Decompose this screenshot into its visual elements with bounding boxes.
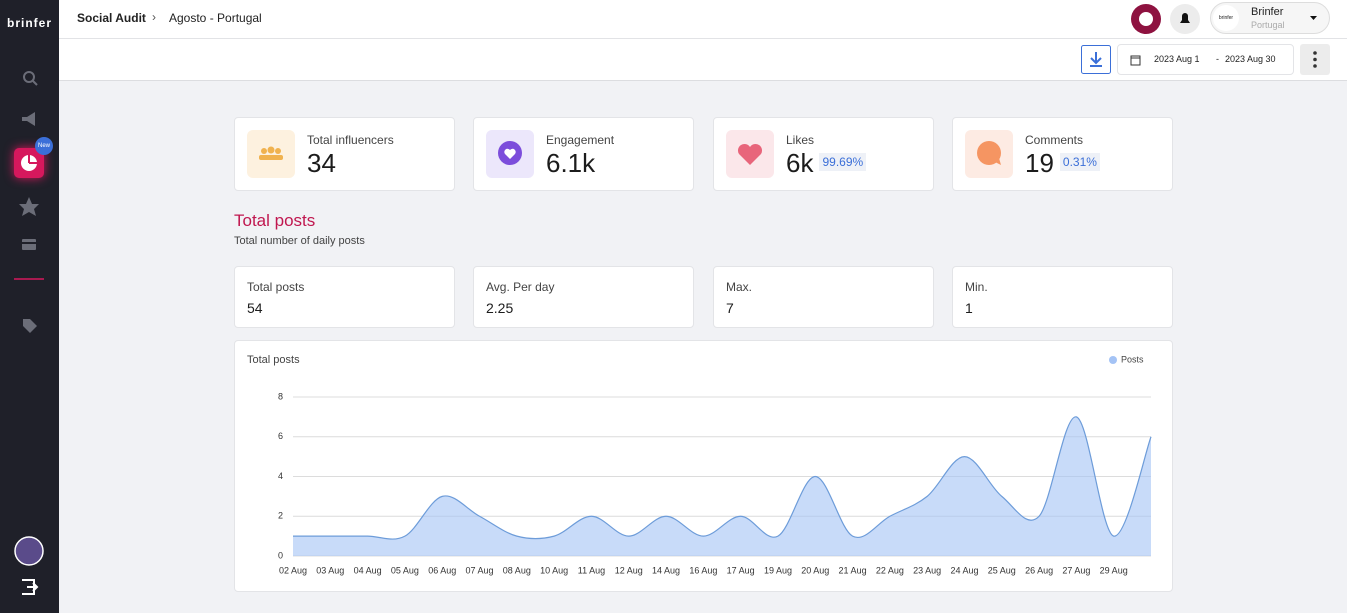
stat-value: 2.25	[486, 300, 514, 316]
user-menu[interactable]: brinfer Brinfer Portugal	[1210, 2, 1330, 34]
chart-card: Total posts 0 2 4 6 8 02 Aug 03 Aug 04 Aug 05 Au…	[234, 340, 1173, 592]
stat-card: Avg. Per day 2.25	[473, 266, 694, 328]
kpi-label: Likes	[786, 133, 815, 147]
kpi-value: 6k 99.69%	[786, 148, 867, 179]
more-button[interactable]	[1300, 44, 1330, 75]
x-tick-label: 20 Aug	[801, 565, 829, 575]
user-logo: brinfer	[1213, 5, 1239, 31]
y-tick-label: 8	[278, 391, 283, 401]
y-tick-label: 4	[278, 471, 283, 481]
chart-title: Total posts	[247, 354, 300, 366]
user-name: Brinfer	[1251, 6, 1284, 18]
toolbar: 2023 Aug 1 - 2023 Aug 30	[59, 39, 1347, 81]
stat-label: Max.	[726, 280, 753, 294]
kpi-icon	[247, 130, 295, 178]
x-tick-label: 27 Aug	[1062, 565, 1090, 575]
x-tick-label: 04 Aug	[354, 565, 382, 575]
kpi-label: Comments	[1025, 133, 1084, 147]
legend-label: Posts	[1121, 354, 1144, 364]
x-tick-label: 02 Aug	[279, 565, 307, 575]
x-tick-label: 08 Aug	[503, 565, 531, 575]
date-to: 2023 Aug 30	[1225, 54, 1276, 64]
x-tick-label: 06 Aug	[428, 565, 456, 575]
kpi-label: Total influencers	[307, 133, 394, 147]
kpi-share: 99.69%	[819, 153, 867, 171]
line	[292, 416, 1152, 540]
stat-card: Max. 7	[713, 266, 934, 328]
stat-card: Min. 1	[952, 266, 1173, 328]
x-tick-label: 07 Aug	[466, 565, 494, 575]
stat-card: Total posts 54	[234, 266, 455, 328]
date-from: 2023 Aug 1	[1154, 54, 1200, 64]
kpi-label: Engagement	[546, 133, 615, 147]
kpi-icon	[726, 130, 774, 178]
x-tick-label: 05 Aug	[391, 565, 419, 575]
section-subtitle: Total number of daily posts	[234, 235, 365, 247]
x-tick-label: 10 Aug	[540, 565, 568, 575]
breadcrumb-current: Agosto - Portugal	[169, 11, 262, 25]
caret	[1310, 16, 1317, 20]
legend-marker	[1109, 356, 1117, 364]
kpi-value-text: 19	[1025, 148, 1054, 178]
x-tick-label: 29 Aug	[1100, 565, 1128, 575]
stat-label: Min.	[965, 280, 988, 294]
x-tick-label: 12 Aug	[615, 565, 643, 575]
y-tick-label: 2	[278, 511, 283, 521]
top-icons[interactable]	[1129, 2, 1209, 36]
new-badge: New	[37, 143, 50, 149]
area	[293, 416, 1151, 556]
chart: Total posts 0 2 4 6 8 02 Aug 03 Aug 04 Aug 05 Au…	[247, 354, 1152, 575]
user-location: Portugal	[1251, 20, 1285, 30]
kpi-share: 0.31%	[1059, 153, 1100, 171]
sidebar: brinfer New	[0, 0, 59, 613]
download-button[interactable]	[1081, 45, 1111, 74]
y-tick-label: 0	[278, 550, 283, 560]
kpi-value-text: 6k	[786, 148, 814, 178]
x-tick-label: 23 Aug	[913, 565, 941, 575]
nav-icons	[14, 71, 53, 595]
kpi-card: Likes 6k 99.69%	[713, 117, 934, 191]
x-tick-label: 03 Aug	[316, 565, 344, 575]
kpi-value: 6.1k	[546, 148, 596, 178]
stat-value: 54	[247, 300, 263, 316]
x-tick-label: 26 Aug	[1025, 565, 1053, 575]
breadcrumb-root[interactable]: Social Audit	[77, 11, 146, 25]
stat-label: Total posts	[247, 280, 305, 294]
kpi-icon	[965, 130, 1013, 178]
stat-value: 1	[965, 300, 973, 316]
x-tick-label: 22 Aug	[876, 565, 904, 575]
kpi-card: Comments 19 0.31%	[952, 117, 1173, 191]
x-tick-label: 19 Aug	[764, 565, 792, 575]
kpi-card: Total influencers 34	[234, 117, 455, 191]
x-tick-label: 25 Aug	[988, 565, 1016, 575]
stat-value: 7	[726, 300, 734, 316]
kpi-value: 34	[307, 148, 336, 178]
x-tick-label: 16 Aug	[689, 565, 717, 575]
x-tick-label: 24 Aug	[950, 565, 978, 575]
logo[interactable]: brinfer	[7, 16, 53, 30]
y-tick-label: 6	[278, 431, 283, 441]
kpi-value: 19 0.31%	[1025, 148, 1100, 179]
x-tick-label: 21 Aug	[839, 565, 867, 575]
kpi-icon	[486, 130, 534, 178]
calendar-icon	[1130, 55, 1141, 66]
top-bar: Social Audit › Agosto - Portugal brinfer…	[59, 0, 1347, 39]
date-separator: -	[1216, 54, 1219, 64]
date-range[interactable]: 2023 Aug 1 - 2023 Aug 30	[1117, 44, 1294, 75]
x-tick-label: 17 Aug	[727, 565, 755, 575]
stat-label: Avg. Per day	[486, 280, 555, 294]
x-tick-label: 11 Aug	[578, 565, 605, 575]
breadcrumb-sep: ›	[152, 10, 156, 24]
kpi-card: Engagement 6.1k	[473, 117, 694, 191]
section-title: Total posts	[234, 211, 316, 230]
x-tick-label: 14 Aug	[652, 565, 680, 575]
